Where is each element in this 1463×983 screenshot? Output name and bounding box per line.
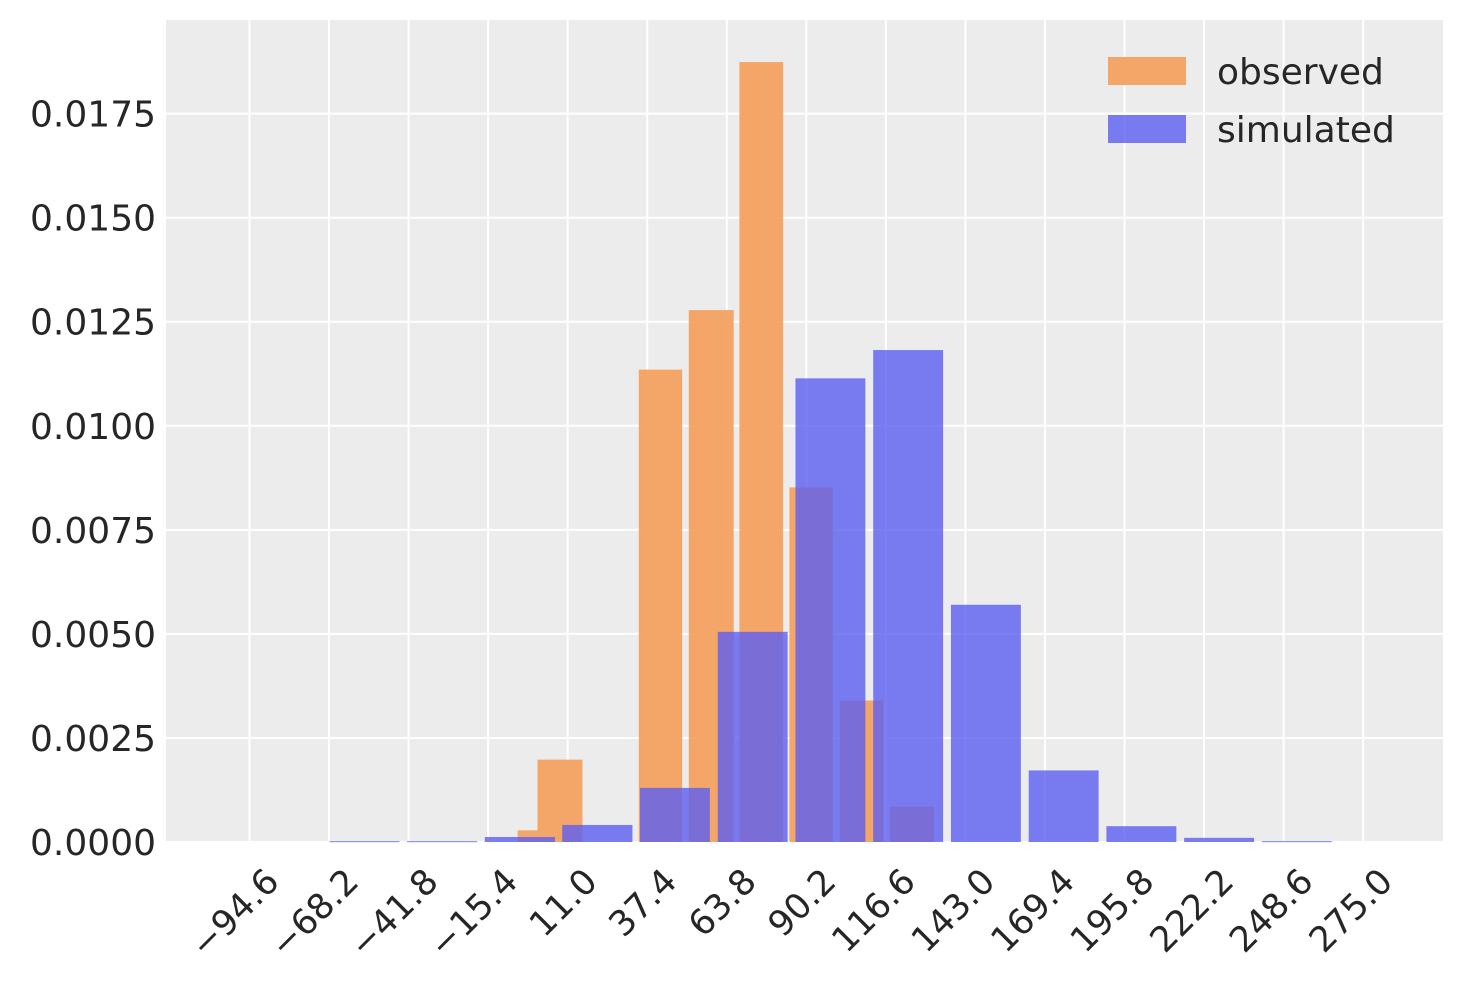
x-tick-label: 169.4 [984, 862, 1083, 961]
x-tick-label: −68.2 [263, 862, 367, 966]
bar-simulated [1106, 826, 1177, 842]
x-tick-label: −15.4 [422, 862, 526, 966]
bar-simulated [562, 824, 633, 842]
legend-swatch-observed [1108, 57, 1186, 85]
x-tick-label: 275.0 [1302, 862, 1401, 961]
x-tick-label: 195.8 [1063, 862, 1162, 961]
x-tick-label: 37.4 [602, 862, 685, 945]
legend-swatch-simulated [1108, 115, 1186, 143]
bar-simulated [795, 378, 866, 842]
bar-simulated [1184, 837, 1255, 842]
series-simulated [329, 350, 1332, 843]
bar-simulated [407, 841, 478, 843]
x-tick-label: 248.6 [1222, 862, 1321, 961]
x-axis-ticks: −94.6−68.2−41.8−15.411.037.463.890.2116.… [183, 862, 1401, 966]
x-tick-label: 63.8 [681, 862, 764, 945]
x-tick-label: 11.0 [522, 862, 605, 945]
y-tick-label: 0.0025 [30, 719, 156, 760]
y-tick-label: 0.0000 [30, 823, 156, 864]
y-tick-label: 0.0075 [30, 511, 156, 552]
y-tick-label: 0.0100 [30, 407, 156, 448]
bar-simulated [329, 841, 400, 843]
legend: observed simulated [1108, 52, 1395, 151]
legend-label-observed: observed [1217, 52, 1384, 93]
x-tick-label: −94.6 [183, 862, 287, 966]
x-tick-label: −41.8 [342, 862, 446, 966]
bar-simulated [873, 350, 944, 842]
legend-label-simulated: simulated [1217, 110, 1395, 151]
bar-observed [517, 830, 538, 842]
y-tick-label: 0.0125 [30, 303, 156, 344]
y-tick-label: 0.0050 [30, 615, 156, 656]
bar-simulated [639, 787, 710, 842]
bar-simulated [1028, 770, 1099, 842]
bar-observed [638, 369, 683, 842]
y-tick-label: 0.0150 [30, 199, 156, 240]
bars [329, 62, 1332, 843]
x-tick-label: 222.2 [1143, 862, 1242, 961]
bar-simulated [484, 837, 556, 842]
bar-simulated [1261, 841, 1332, 843]
x-tick-label: 143.0 [904, 862, 1003, 961]
bar-simulated [717, 631, 788, 842]
y-tick-label: 0.0175 [30, 95, 156, 136]
bar-simulated [950, 604, 1021, 842]
x-tick-label: 116.6 [825, 862, 924, 961]
y-axis-ticks: 0.0000 0.0025 0.0050 0.0075 0.0100 0.0125 0.01… [30, 95, 156, 864]
